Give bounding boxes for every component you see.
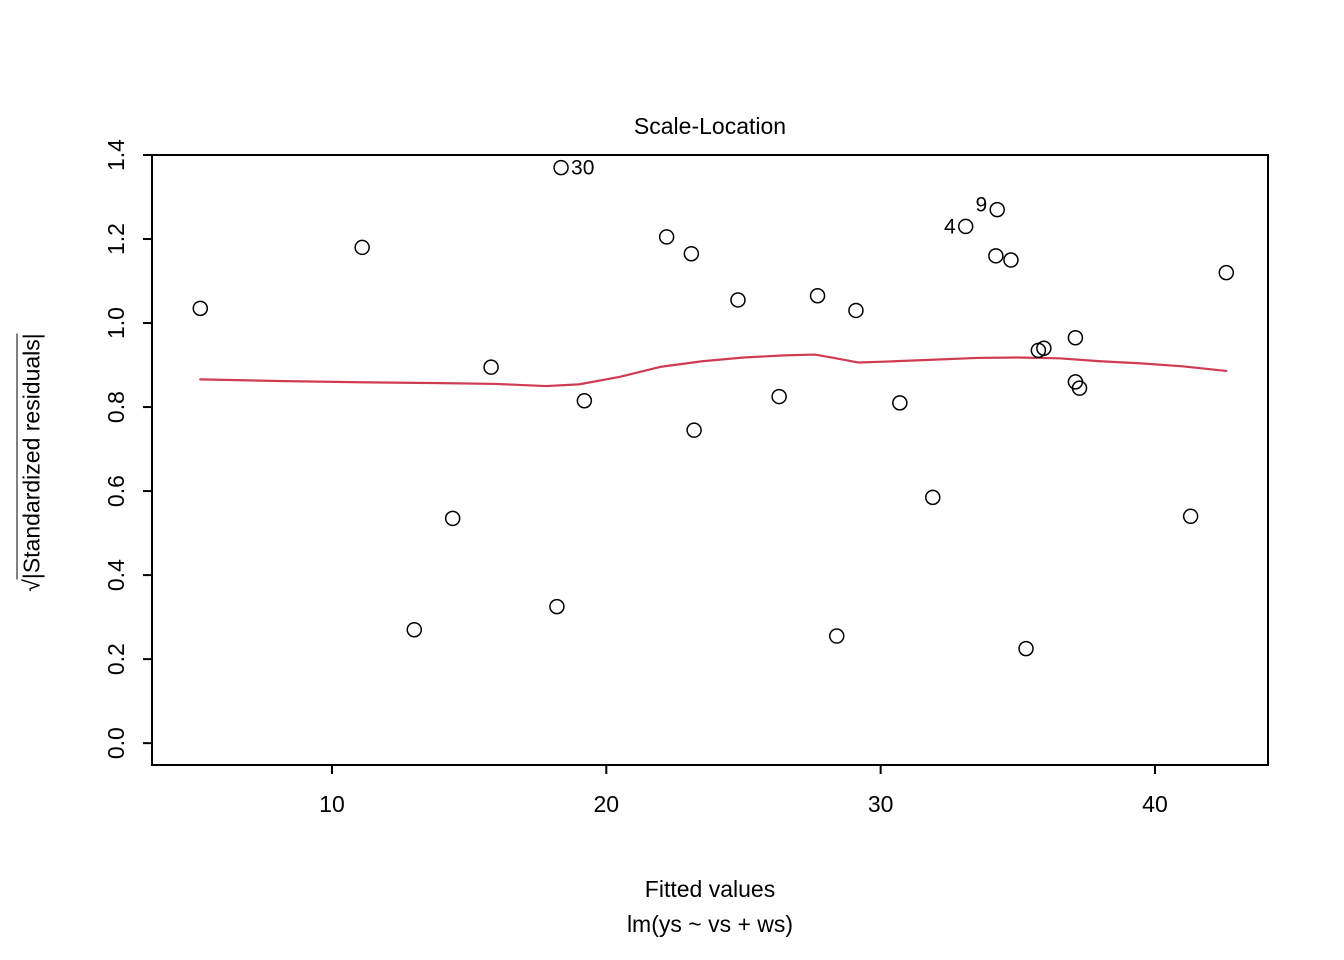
data-point	[1003, 252, 1019, 268]
point-label: 9	[976, 194, 988, 217]
y-tick-label: 0.0	[103, 727, 129, 759]
data-point	[1036, 340, 1052, 357]
y-tick-label: 0.6	[103, 475, 129, 507]
model-label: lm(ys ~ vs + ws)	[626, 911, 794, 937]
data-point	[1067, 329, 1084, 346]
y-tick-label: 1.0	[103, 307, 129, 339]
data-point	[828, 628, 845, 644]
x-tick-label: 30	[868, 791, 894, 817]
data-point	[683, 245, 700, 262]
data-point	[730, 292, 746, 308]
y-tick-label: 0.2	[103, 643, 129, 675]
plot-box	[151, 154, 1269, 766]
data-point	[658, 229, 675, 245]
data-point	[925, 489, 941, 506]
data-point	[549, 598, 565, 615]
point-label: 4	[944, 215, 956, 238]
data-point	[809, 287, 826, 304]
data-point	[576, 393, 593, 409]
x-tick-label: 10	[319, 791, 345, 817]
data-point-labeled	[553, 159, 569, 176]
x-axis-label: Fitted values	[644, 876, 776, 902]
data-point	[354, 239, 370, 256]
data-point	[483, 359, 499, 375]
data-point	[192, 300, 209, 317]
data-point	[686, 422, 702, 438]
data-point	[1018, 640, 1034, 657]
data-point	[771, 388, 787, 405]
data-point	[1218, 264, 1235, 281]
data-point-labeled	[957, 218, 974, 235]
x-tick-label: 20	[594, 791, 620, 817]
data-point	[848, 302, 864, 319]
y-tick-label: 1.2	[103, 223, 129, 255]
point-label: 30	[571, 157, 594, 180]
y-tick-label: 1.4	[103, 139, 129, 171]
y-tick-label: 0.4	[103, 559, 129, 591]
data-point-labeled	[989, 201, 1005, 218]
chart-title: Scale-Location	[633, 113, 787, 139]
x-tick-label: 40	[1142, 791, 1168, 817]
data-point	[988, 248, 1004, 264]
smooth-line	[199, 353, 1228, 388]
data-point	[444, 510, 461, 527]
y-tick-label: 0.8	[103, 391, 129, 423]
data-point	[1071, 380, 1088, 396]
data-point	[1182, 508, 1199, 525]
data-point	[406, 621, 423, 638]
data-point	[892, 395, 908, 411]
